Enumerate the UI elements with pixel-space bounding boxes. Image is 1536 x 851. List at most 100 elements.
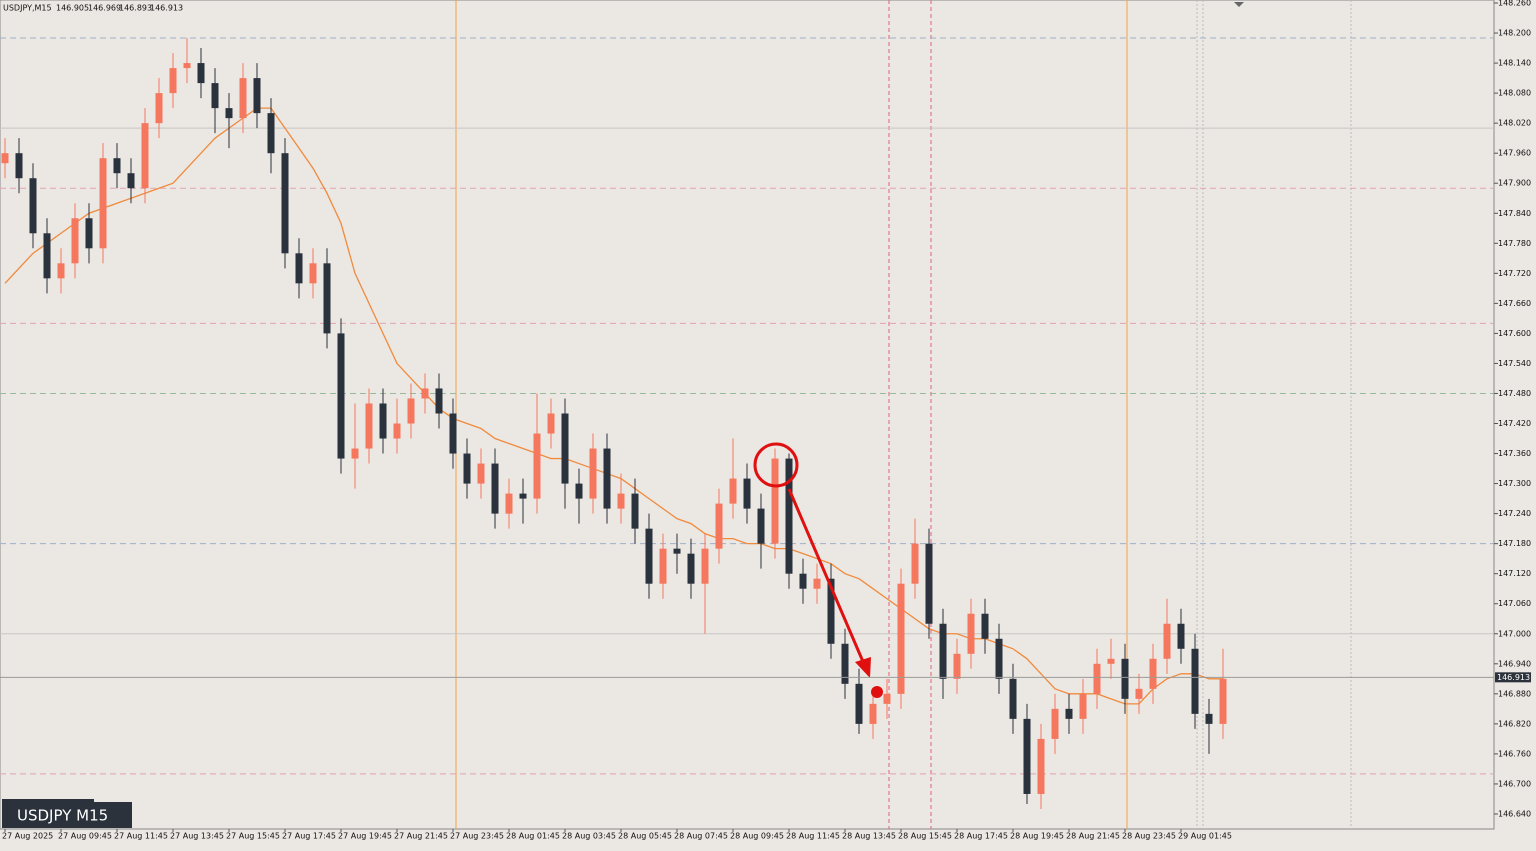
candle-body bbox=[183, 63, 191, 69]
candles bbox=[1, 38, 1227, 809]
x-tick-label: 28 Aug 05:45 bbox=[618, 832, 672, 841]
ohlc-value: 146.913 bbox=[150, 4, 183, 13]
candle-body bbox=[533, 433, 541, 499]
y-tick-label: 147.600 bbox=[1498, 329, 1531, 338]
candle-body bbox=[1191, 648, 1199, 714]
candle-body bbox=[1135, 688, 1143, 699]
candle-body bbox=[1149, 658, 1157, 689]
x-tick-label: 28 Aug 03:45 bbox=[562, 832, 616, 841]
y-tick-label: 147.720 bbox=[1498, 269, 1531, 278]
y-tick-label: 147.960 bbox=[1498, 149, 1531, 158]
candle-body bbox=[701, 548, 709, 584]
candle-body bbox=[547, 413, 555, 434]
candle-body bbox=[169, 68, 177, 94]
y-tick-label: 146.760 bbox=[1498, 749, 1531, 758]
candle-body bbox=[883, 693, 891, 704]
y-tick-label: 147.480 bbox=[1498, 389, 1531, 398]
candle-body bbox=[281, 153, 289, 254]
candle-body bbox=[1163, 623, 1171, 659]
x-tick-label: 28 Aug 13:45 bbox=[842, 832, 896, 841]
candle-body bbox=[197, 63, 205, 84]
candle-body bbox=[561, 413, 569, 484]
candle-body bbox=[71, 218, 79, 264]
y-tick-label: 148.140 bbox=[1498, 59, 1531, 68]
x-tick-label: 27 Aug 11:45 bbox=[114, 832, 168, 841]
candle-body bbox=[239, 78, 247, 119]
candle-body bbox=[519, 493, 527, 499]
candle-body bbox=[421, 388, 429, 399]
candle-body bbox=[743, 478, 751, 509]
candle-body bbox=[1121, 658, 1129, 699]
candle-body bbox=[351, 448, 359, 459]
candle-body bbox=[645, 528, 653, 584]
y-tick-label: 148.020 bbox=[1498, 119, 1531, 128]
candle-body bbox=[141, 123, 149, 189]
candle-body bbox=[1205, 713, 1213, 724]
y-tick-label: 147.660 bbox=[1498, 299, 1531, 308]
arrow-head bbox=[855, 657, 871, 678]
candle-body bbox=[85, 218, 93, 249]
moving-average bbox=[4, 107, 1223, 705]
candle-body bbox=[1093, 663, 1101, 694]
y-tick-label: 147.240 bbox=[1498, 509, 1531, 518]
y-tick-label: 147.540 bbox=[1498, 359, 1531, 368]
x-tick-label: 27 Aug 13:45 bbox=[170, 832, 224, 841]
last-price-box bbox=[1495, 672, 1531, 683]
candle-body bbox=[925, 543, 933, 624]
candle-body bbox=[1079, 693, 1087, 719]
candle-body bbox=[1177, 623, 1185, 649]
x-tick-label: 28 Aug 23:45 bbox=[1122, 832, 1176, 841]
candle-body bbox=[393, 423, 401, 439]
candle-body bbox=[477, 463, 485, 484]
candle-body bbox=[267, 113, 275, 154]
candle-body bbox=[1051, 708, 1059, 739]
candle-body bbox=[953, 653, 961, 679]
x-tick-label: 29 Aug 01:45 bbox=[1178, 832, 1232, 841]
y-tick-label: 147.900 bbox=[1498, 179, 1531, 188]
candle-body bbox=[617, 493, 625, 509]
highlight-circle bbox=[753, 442, 799, 488]
candle-body bbox=[1065, 708, 1073, 719]
candle-body bbox=[337, 333, 345, 459]
candle-body bbox=[687, 553, 695, 584]
candle-body bbox=[463, 453, 471, 484]
candle-body bbox=[1023, 718, 1031, 794]
candle-body bbox=[1, 153, 9, 164]
last-price-label: 146.913 bbox=[1497, 673, 1530, 682]
watermark-box bbox=[2, 802, 132, 828]
candle-body bbox=[435, 388, 443, 414]
y-tick-label: 146.880 bbox=[1498, 689, 1531, 698]
candle-body bbox=[309, 263, 317, 284]
y-tick-label: 147.780 bbox=[1498, 239, 1531, 248]
y-tick-label: 146.820 bbox=[1498, 719, 1531, 728]
watermark: USDJPY M15 bbox=[17, 807, 108, 825]
y-tick-label: 147.420 bbox=[1498, 419, 1531, 428]
arrow-shaft bbox=[787, 488, 866, 665]
candle-body bbox=[1009, 678, 1017, 719]
candle-body bbox=[323, 263, 331, 334]
ma-layer bbox=[4, 107, 1223, 705]
ohlc-value: 146.969 bbox=[88, 4, 121, 13]
candle-body bbox=[1219, 678, 1227, 724]
x-tick-label: 27 Aug 09:45 bbox=[58, 832, 112, 841]
candle-body bbox=[981, 613, 989, 639]
candle-body bbox=[855, 683, 863, 724]
x-tick-label: 28 Aug 11:45 bbox=[786, 832, 840, 841]
candle-body bbox=[379, 403, 387, 439]
candle-body bbox=[785, 458, 793, 574]
candle-body bbox=[57, 263, 65, 279]
x-tick-label: 28 Aug 01:45 bbox=[506, 832, 560, 841]
candle-body bbox=[715, 503, 723, 549]
y-tick-label: 147.840 bbox=[1498, 209, 1531, 218]
y-tick-label: 147.060 bbox=[1498, 599, 1531, 608]
candle-body bbox=[449, 413, 457, 454]
x-tick-label: 27 Aug 15:45 bbox=[226, 832, 280, 841]
y-tick-label: 146.640 bbox=[1498, 809, 1531, 818]
candle-body bbox=[897, 583, 905, 694]
x-tick-label: 28 Aug 15:45 bbox=[898, 832, 952, 841]
candle-body bbox=[799, 573, 807, 589]
candle-body bbox=[995, 638, 1003, 679]
x-tick-label: 28 Aug 19:45 bbox=[1010, 832, 1064, 841]
